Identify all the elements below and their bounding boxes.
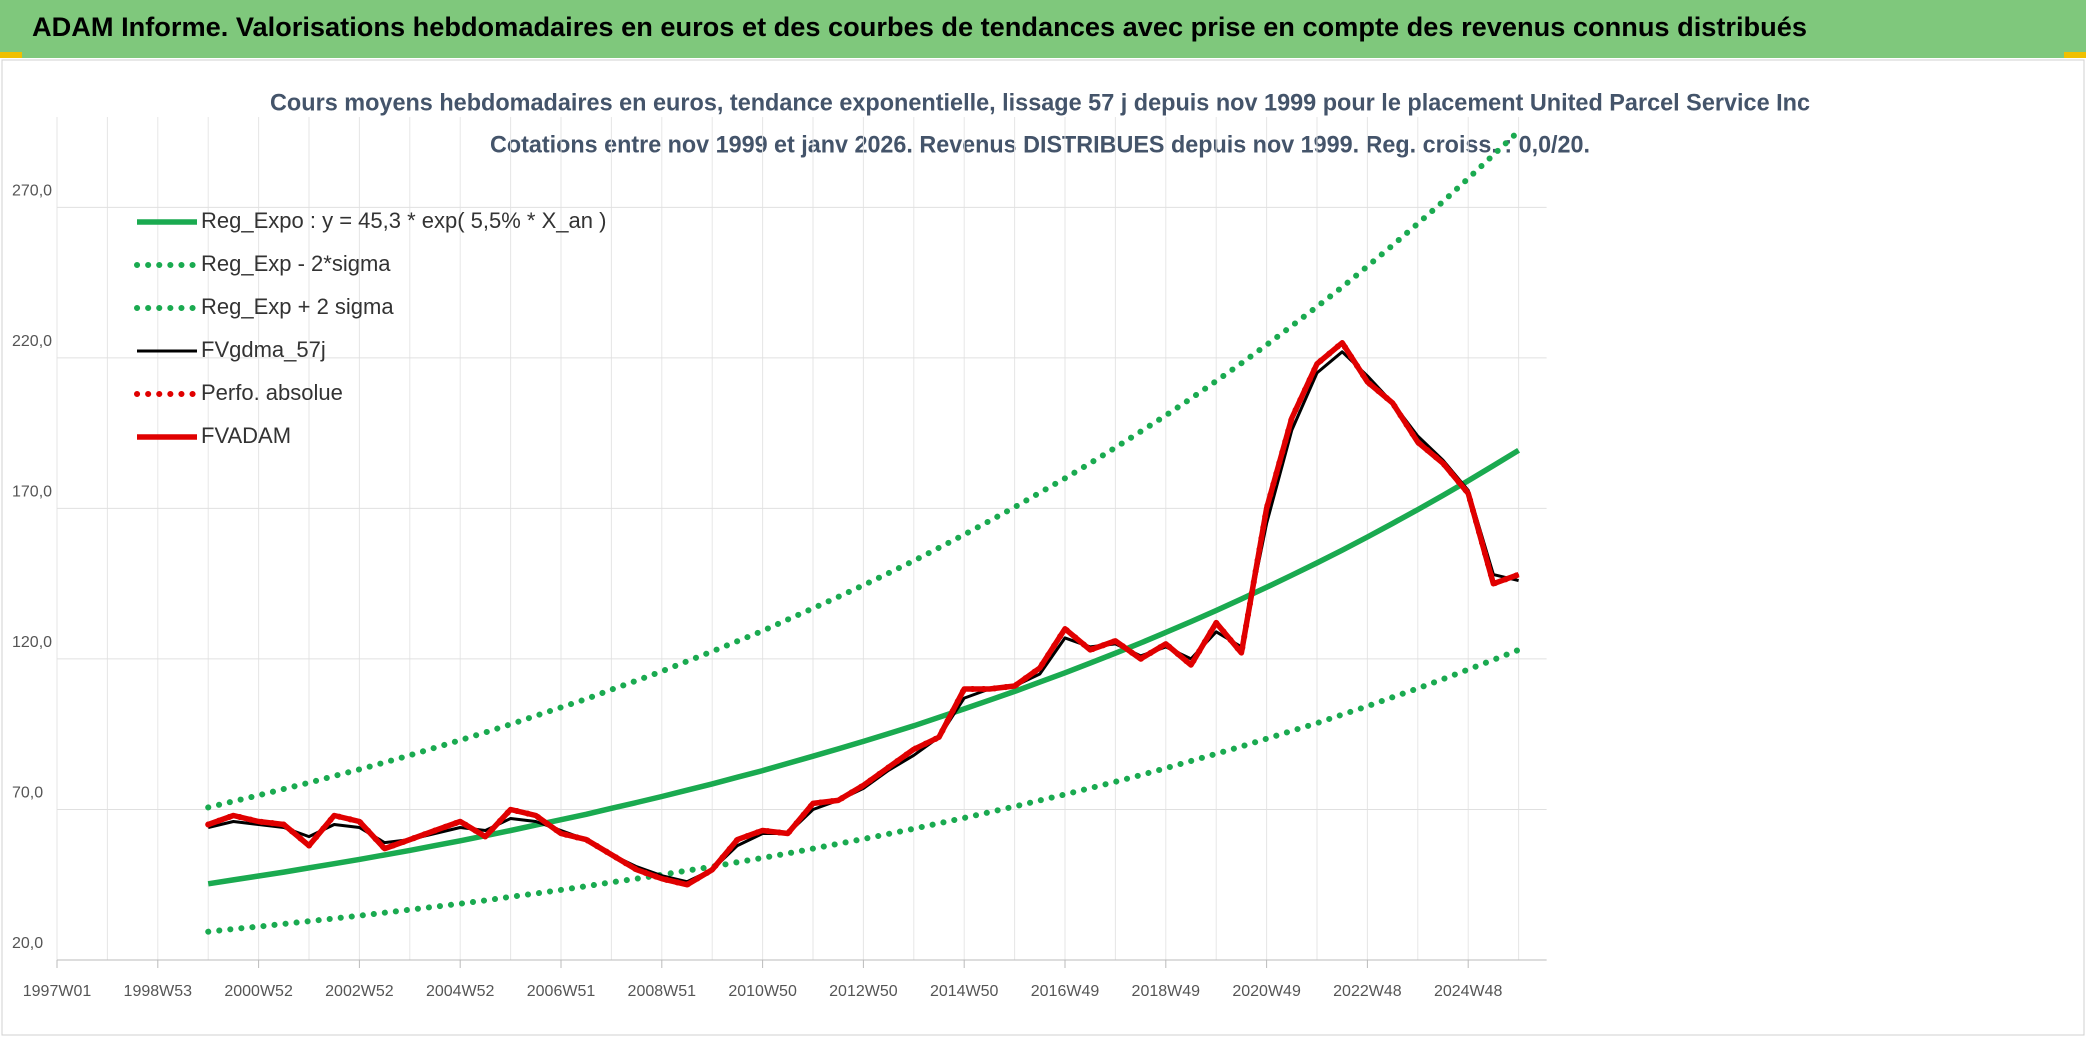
series-line (207, 447, 1521, 887)
y-tick-label: 70,0 (12, 785, 43, 802)
x-tick-label: 2000W52 (224, 983, 293, 1000)
series-line (205, 646, 1522, 935)
x-tick-label: 2006W51 (527, 983, 596, 1000)
x-tick-label: 2022W48 (1333, 983, 1402, 1000)
legend-label: Reg_Expo : y = 45,3 * exp( 5,5% * X_an ) (201, 208, 606, 233)
y-tick-label: 220,0 (12, 333, 52, 350)
y-tick-label: 270,0 (12, 183, 52, 200)
legend-label: FVADAM (201, 423, 291, 448)
x-tick-label: 2010W50 (728, 983, 797, 1000)
x-tick-label: 2008W51 (628, 983, 697, 1000)
y-tick-label: 20,0 (12, 935, 43, 952)
x-tick-label: 2024W48 (1434, 983, 1503, 1000)
legend-label: Reg_Exp + 2 sigma (201, 294, 394, 319)
x-tick-label: 2014W50 (930, 983, 999, 1000)
chart-subtitle: Cotations entre nov 1999 et janv 2026. R… (490, 131, 1590, 158)
legend-label: FVgdma_57j (201, 337, 326, 362)
chart-border (1, 59, 2085, 1036)
x-tick-label: 1998W53 (124, 983, 193, 1000)
chart-subtitle: Cours moyens hebdomadaires en euros, ten… (270, 89, 1810, 116)
title-bar (0, 0, 2086, 58)
chart-title: ADAM Informe. Valorisations hebdomadaire… (32, 12, 1807, 42)
x-tick-label: 2018W49 (1132, 983, 1201, 1000)
legend-label: Reg_Exp - 2*sigma (201, 251, 391, 276)
x-tick-label: 2020W49 (1232, 983, 1301, 1000)
x-tick-label: 2004W52 (426, 983, 495, 1000)
x-tick-label: 2012W50 (829, 983, 898, 1000)
x-tick-label: 1997W01 (23, 983, 92, 1000)
series-line (207, 340, 1520, 888)
y-tick-label: 170,0 (12, 484, 52, 501)
x-tick-label: 2016W49 (1031, 983, 1100, 1000)
corner-mark (0, 52, 22, 58)
y-tick-label: 120,0 (12, 634, 52, 651)
corner-mark (2064, 52, 2086, 58)
x-tick-label: 2002W52 (325, 983, 394, 1000)
legend-label: Perfo. absolue (201, 380, 343, 405)
